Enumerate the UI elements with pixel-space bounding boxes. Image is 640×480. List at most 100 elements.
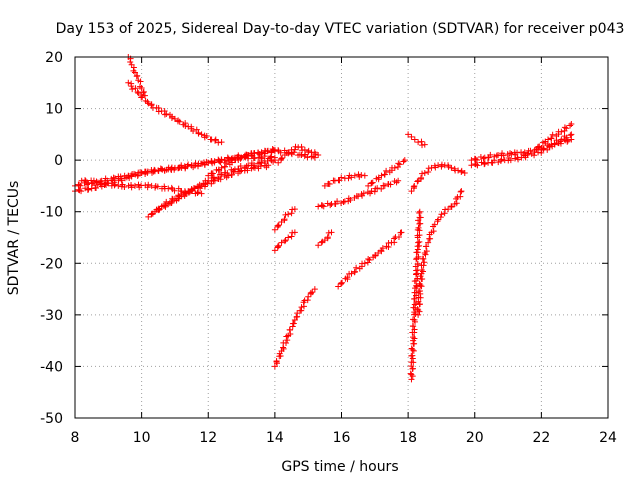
- y-tick-label--50: -50: [40, 411, 63, 427]
- data-point: [508, 150, 515, 157]
- data-point: [165, 185, 172, 192]
- data-point: [195, 130, 202, 137]
- data-point: [338, 174, 345, 181]
- data-point: [78, 188, 85, 195]
- data-point: [398, 229, 405, 236]
- data-point: [372, 252, 379, 259]
- data-point: [568, 131, 575, 138]
- series-track-x: [531, 121, 575, 153]
- data-point: [415, 307, 422, 314]
- y-tick-label--30: -30: [40, 308, 63, 324]
- data-point: [283, 340, 290, 347]
- data-point: [167, 166, 174, 173]
- data-point: [480, 155, 487, 162]
- chart-title: Day 153 of 2025, Sidereal Day-to-day VTE…: [56, 21, 625, 37]
- data-point: [351, 268, 358, 275]
- data-point: [345, 175, 352, 182]
- data-point: [417, 282, 424, 289]
- data-point: [224, 170, 231, 177]
- data-point: [271, 226, 278, 233]
- data-point: [228, 155, 235, 162]
- data-point: [212, 137, 219, 144]
- series-track-a: [125, 54, 148, 99]
- data-point: [348, 174, 355, 181]
- data-points: [72, 54, 575, 383]
- series-track-n: [315, 177, 402, 210]
- data-point: [410, 323, 417, 330]
- data-point: [411, 335, 418, 342]
- data-point: [98, 180, 105, 187]
- data-point: [430, 228, 437, 235]
- data-point: [151, 168, 158, 175]
- data-point: [379, 245, 386, 252]
- x-tick-label-16: 16: [333, 430, 351, 446]
- data-point: [134, 89, 141, 96]
- data-point: [431, 221, 438, 228]
- data-point: [88, 185, 95, 192]
- data-point: [223, 160, 230, 167]
- data-point: [275, 242, 282, 249]
- data-point: [139, 93, 146, 100]
- data-point: [421, 259, 428, 266]
- data-point: [365, 255, 372, 262]
- data-point: [214, 174, 221, 181]
- data-point: [161, 111, 168, 118]
- data-point: [405, 131, 412, 138]
- y-tick-label--10: -10: [40, 205, 63, 221]
- data-point: [94, 181, 101, 188]
- data-point: [298, 143, 305, 150]
- data-point: [115, 182, 122, 189]
- data-point: [265, 162, 272, 169]
- data-point: [218, 139, 225, 146]
- data-point: [411, 136, 418, 143]
- series-track-b: [125, 79, 225, 146]
- series-track-m: [315, 229, 335, 249]
- data-point: [125, 182, 132, 189]
- data-point: [198, 131, 205, 138]
- series-track-i: [275, 143, 322, 166]
- data-point: [355, 171, 362, 178]
- data-point: [244, 167, 251, 174]
- series-track-r: [405, 131, 428, 149]
- data-point: [420, 255, 427, 262]
- data-point: [175, 117, 182, 124]
- series-track-g: [151, 157, 278, 215]
- data-point: [288, 233, 295, 240]
- data-point: [135, 181, 142, 188]
- data-point: [111, 182, 118, 189]
- data-point: [414, 178, 421, 185]
- data-point: [491, 157, 498, 164]
- x-tick-label-24: 24: [599, 430, 617, 446]
- data-point: [567, 132, 574, 139]
- data-point: [365, 182, 372, 189]
- data-point: [416, 208, 423, 215]
- data-point: [395, 234, 402, 241]
- data-point: [557, 140, 564, 147]
- data-point: [326, 180, 333, 187]
- data-point: [540, 146, 547, 153]
- data-point: [282, 237, 289, 244]
- data-point: [273, 357, 280, 364]
- data-point: [275, 159, 282, 166]
- data-point: [371, 188, 378, 195]
- data-point: [112, 181, 119, 188]
- data-point: [485, 154, 492, 161]
- data-point: [110, 174, 117, 181]
- data-point: [144, 168, 151, 175]
- data-point: [305, 293, 312, 300]
- data-point: [391, 235, 398, 242]
- data-point: [301, 146, 308, 153]
- x-tick-label-12: 12: [199, 430, 217, 446]
- data-point: [409, 352, 416, 359]
- data-point: [128, 184, 135, 191]
- data-point: [221, 163, 228, 170]
- data-point: [448, 164, 455, 171]
- data-point: [280, 345, 287, 352]
- data-point: [457, 188, 464, 195]
- data-point: [347, 196, 354, 203]
- x-tick-label-22: 22: [532, 430, 550, 446]
- y-tick-label-20: 20: [45, 50, 63, 66]
- data-point: [383, 167, 390, 174]
- data-point: [218, 171, 225, 178]
- data-point: [531, 152, 538, 159]
